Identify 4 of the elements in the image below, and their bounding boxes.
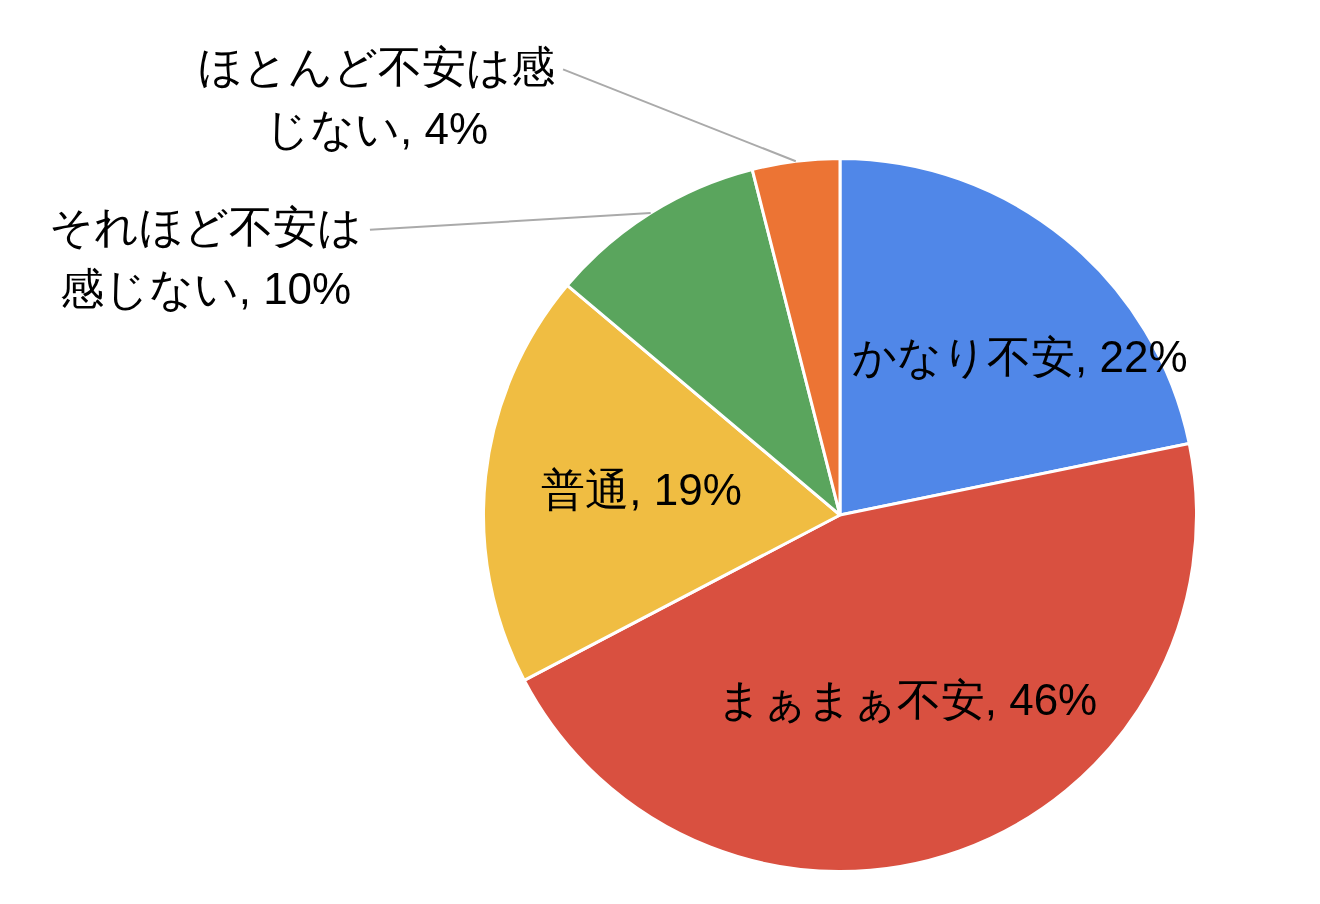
slice-label: ほとんど不安は感じない, 4%	[198, 41, 556, 153]
slice-label: 普通, 19%	[541, 465, 742, 515]
slice-label: それほど不安は感じない, 10%	[48, 201, 362, 313]
slice-label: まぁまぁ不安, 46%	[716, 675, 1098, 725]
